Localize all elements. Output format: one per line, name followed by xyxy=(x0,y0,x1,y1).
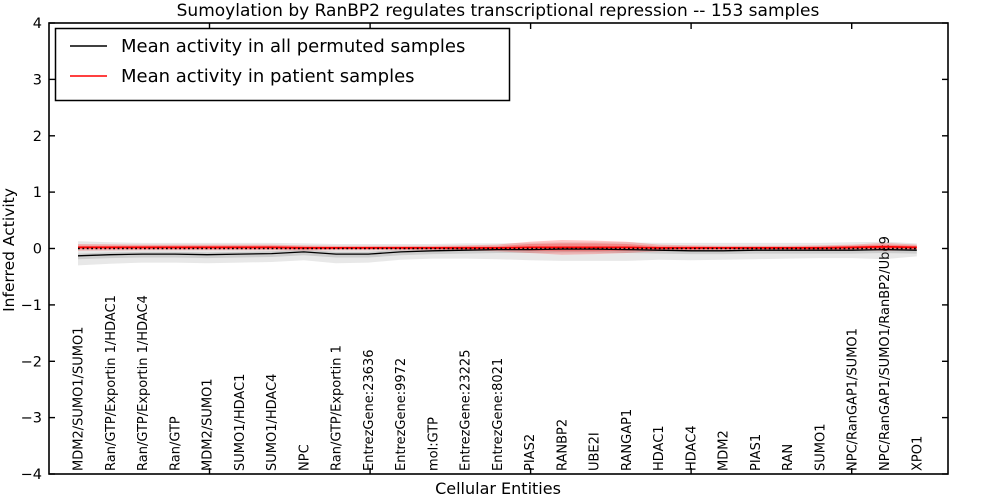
y-tick-label: −3 xyxy=(21,411,42,427)
entity-label: HDAC4 xyxy=(684,425,699,471)
entity-label: NPC/RanGAP1/SUMO1 xyxy=(846,328,861,471)
entity-label: EntrezGene:23225 xyxy=(459,350,474,471)
entity-label: RANBP2 xyxy=(555,419,570,471)
y-tick-label: −2 xyxy=(21,354,42,370)
legend-label-patient: Mean activity in patient samples xyxy=(121,66,415,87)
entity-label: HDAC1 xyxy=(652,425,667,471)
entity-label: PIAS2 xyxy=(523,434,538,471)
y-tick-label: 0 xyxy=(33,242,42,258)
y-tick-label: 3 xyxy=(33,72,42,88)
entity-label: NPC xyxy=(297,444,312,471)
x-axis-title: Cellular Entities xyxy=(435,479,561,498)
y-tick-label: 1 xyxy=(33,185,42,201)
entity-label: Ran/GTP/Exportin 1 xyxy=(330,345,345,471)
entity-label: RAN xyxy=(781,444,796,471)
series-lines xyxy=(77,245,917,257)
entity-label: UBE2I xyxy=(588,432,603,471)
entity-label: MDM2/SUMO1/SUMO1 xyxy=(72,327,87,471)
entity-label: EntrezGene:23636 xyxy=(362,350,377,471)
entity-label: XPO1 xyxy=(910,436,925,471)
entity-label: EntrezGene:8021 xyxy=(491,358,506,471)
permuted-mean-line xyxy=(77,248,917,257)
entity-label: Ran/GTP/Exportin 1/HDAC1 xyxy=(104,295,119,471)
y-axis-title: Inferred Activity xyxy=(0,188,18,312)
entity-label: SUMO1 xyxy=(814,424,829,472)
y-tick-label: 2 xyxy=(33,129,42,145)
entity-label: MDM2/SUMO1 xyxy=(201,378,216,471)
entity-label: SUMO1/HDAC4 xyxy=(265,374,280,471)
entity-label: NPC/RanGAP1/SUMO1/RanBP2/Ubc9 xyxy=(878,236,893,471)
entity-label: PIAS1 xyxy=(749,434,764,471)
entity-label: Ran/GTP/Exportin 1/HDAC4 xyxy=(136,295,151,471)
axis-ticks: 4 3 2 1 0 −1 −2 −3 −4 xyxy=(21,16,948,483)
entity-label: SUMO1/HDAC1 xyxy=(233,374,248,471)
permuted-range-inner-band xyxy=(78,246,917,260)
x-entity-labels: MDM2/SUMO1/SUMO1 Ran/GTP/Exportin 1/HDAC1… xyxy=(72,236,926,471)
chart-title: Sumoylation by RanBP2 regulates transcri… xyxy=(177,1,820,21)
legend: Mean activity in all permuted samples Me… xyxy=(54,27,511,102)
entity-label: mol:GTP xyxy=(426,417,441,471)
y-tick-label: −1 xyxy=(21,298,42,314)
entity-label: RANGAP1 xyxy=(620,409,635,471)
confidence-bands xyxy=(78,240,917,266)
legend-label-permuted: Mean activity in all permuted samples xyxy=(121,36,465,57)
entity-label: EntrezGene:9972 xyxy=(394,358,409,471)
y-tick-label: −4 xyxy=(21,467,42,483)
entity-label: MDM2 xyxy=(717,430,732,471)
legend-box xyxy=(54,27,511,102)
entity-label: Ran/GTP xyxy=(168,416,183,471)
y-tick-label: 4 xyxy=(33,16,42,32)
